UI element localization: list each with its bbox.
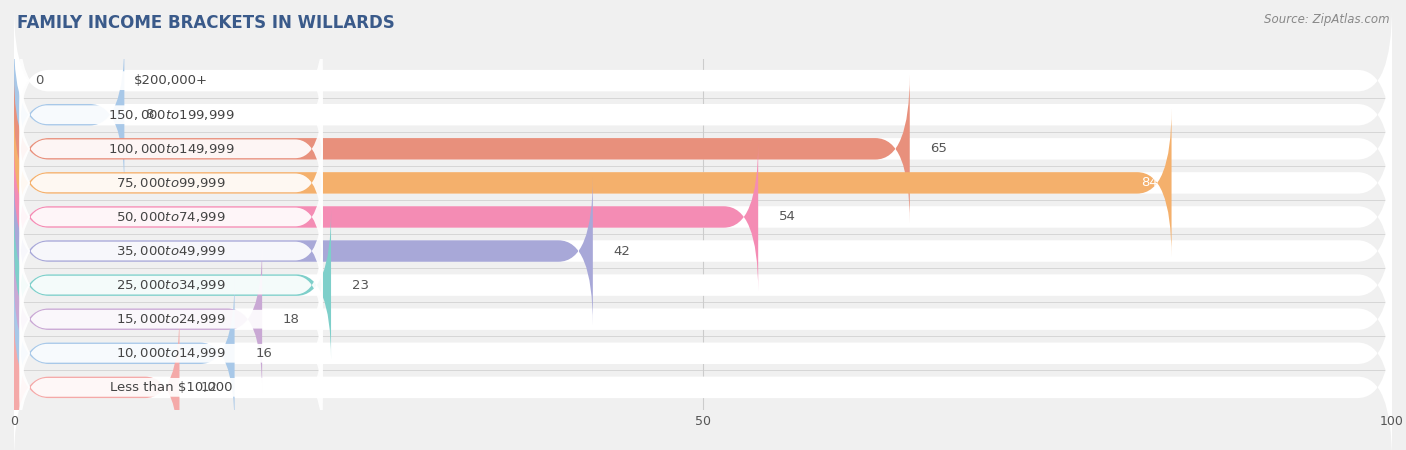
- FancyBboxPatch shape: [14, 6, 1392, 155]
- FancyBboxPatch shape: [14, 143, 758, 292]
- Text: 16: 16: [256, 347, 273, 360]
- Text: 65: 65: [931, 142, 948, 155]
- FancyBboxPatch shape: [14, 40, 1392, 189]
- FancyBboxPatch shape: [14, 74, 910, 223]
- Text: $10,000 to $14,999: $10,000 to $14,999: [117, 346, 226, 360]
- Text: Source: ZipAtlas.com: Source: ZipAtlas.com: [1264, 14, 1389, 27]
- FancyBboxPatch shape: [20, 261, 323, 378]
- Text: 54: 54: [779, 211, 796, 224]
- Text: $50,000 to $74,999: $50,000 to $74,999: [117, 210, 226, 224]
- FancyBboxPatch shape: [14, 211, 330, 360]
- FancyBboxPatch shape: [14, 74, 1392, 223]
- Text: $75,000 to $99,999: $75,000 to $99,999: [117, 176, 226, 190]
- FancyBboxPatch shape: [14, 108, 1171, 257]
- Text: Less than $10,000: Less than $10,000: [110, 381, 232, 394]
- Text: $35,000 to $49,999: $35,000 to $49,999: [117, 244, 226, 258]
- FancyBboxPatch shape: [14, 279, 1392, 428]
- Text: $100,000 to $149,999: $100,000 to $149,999: [108, 142, 235, 156]
- FancyBboxPatch shape: [14, 313, 180, 450]
- Text: 12: 12: [200, 381, 217, 394]
- Text: 8: 8: [145, 108, 153, 121]
- Text: 23: 23: [352, 279, 368, 292]
- FancyBboxPatch shape: [20, 90, 323, 207]
- Text: 42: 42: [613, 244, 630, 257]
- FancyBboxPatch shape: [20, 56, 323, 174]
- FancyBboxPatch shape: [14, 143, 1392, 292]
- FancyBboxPatch shape: [14, 245, 1392, 394]
- FancyBboxPatch shape: [20, 226, 323, 344]
- Text: $15,000 to $24,999: $15,000 to $24,999: [117, 312, 226, 326]
- FancyBboxPatch shape: [14, 40, 124, 189]
- FancyBboxPatch shape: [20, 328, 323, 446]
- FancyBboxPatch shape: [14, 313, 1392, 450]
- FancyBboxPatch shape: [14, 279, 235, 428]
- Text: 0: 0: [35, 74, 44, 87]
- FancyBboxPatch shape: [14, 211, 1392, 360]
- FancyBboxPatch shape: [20, 124, 323, 242]
- FancyBboxPatch shape: [20, 158, 323, 276]
- Text: $150,000 to $199,999: $150,000 to $199,999: [108, 108, 235, 122]
- Text: FAMILY INCOME BRACKETS IN WILLARDS: FAMILY INCOME BRACKETS IN WILLARDS: [17, 14, 395, 32]
- FancyBboxPatch shape: [14, 176, 593, 325]
- FancyBboxPatch shape: [20, 192, 323, 310]
- FancyBboxPatch shape: [20, 22, 323, 140]
- Text: $25,000 to $34,999: $25,000 to $34,999: [117, 278, 226, 292]
- FancyBboxPatch shape: [14, 176, 1392, 325]
- Text: $200,000+: $200,000+: [134, 74, 208, 87]
- FancyBboxPatch shape: [20, 294, 323, 412]
- FancyBboxPatch shape: [14, 245, 262, 394]
- Text: 84: 84: [1140, 176, 1157, 189]
- FancyBboxPatch shape: [14, 108, 1392, 257]
- Text: 18: 18: [283, 313, 299, 326]
